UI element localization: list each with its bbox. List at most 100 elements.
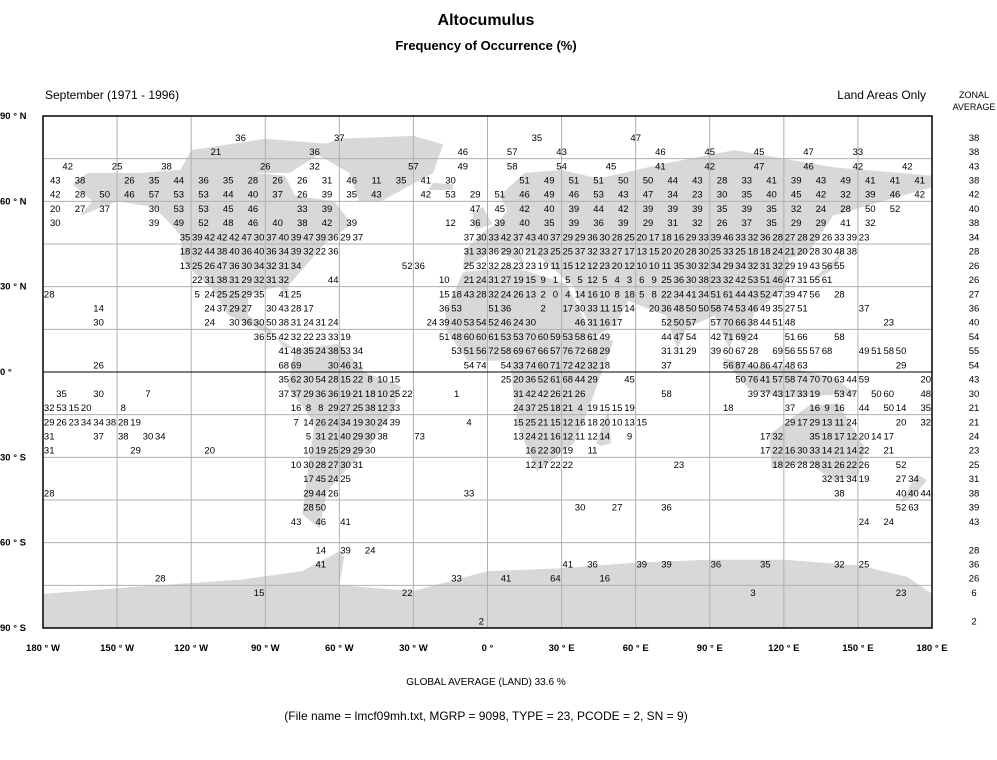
cell-value: 45 — [624, 375, 635, 386]
cell-value: 12 — [587, 275, 598, 286]
cell-value: 29 — [809, 232, 820, 243]
cell-value: 29 — [686, 232, 697, 243]
cell-value: 73 — [414, 432, 425, 443]
cell-value: 41 — [766, 176, 777, 187]
cell-value: 16 — [785, 446, 796, 457]
cell-value: 57 — [711, 318, 722, 329]
cell-value: 15 — [550, 417, 561, 428]
cell-value: 10 — [377, 375, 388, 386]
cell-value: 26 — [550, 389, 561, 400]
cell-value: 40 — [538, 232, 549, 243]
zonal-average-value: 36 — [969, 560, 980, 571]
cell-value: 16 — [809, 403, 820, 414]
cell-value: 27 — [612, 503, 623, 514]
cell-value: 18 — [550, 403, 561, 414]
cell-value: 57 — [686, 318, 697, 329]
cell-value: 54 — [501, 360, 512, 371]
cell-value: 47 — [303, 232, 314, 243]
cell-value: 50 — [316, 503, 327, 514]
cell-value: 47 — [754, 161, 765, 172]
cell-value: 15 — [69, 403, 80, 414]
cell-value: 56 — [476, 346, 487, 357]
cell-value: 41 — [686, 289, 697, 300]
cell-value: 35 — [772, 304, 783, 315]
cell-value: 17 — [834, 432, 845, 443]
cell-value: 37 — [334, 133, 345, 144]
cell-value: 51 — [760, 275, 771, 286]
cell-value: 50 — [266, 318, 277, 329]
cell-value: 12 — [624, 261, 635, 272]
cell-value: 44 — [735, 289, 746, 300]
cell-value: 39 — [865, 190, 876, 201]
cell-value: 33 — [809, 446, 820, 457]
cell-value: 35 — [766, 204, 777, 215]
cell-value: 30 — [303, 375, 314, 386]
cell-value: 18 — [180, 247, 191, 258]
cell-value: 13 — [624, 417, 635, 428]
cell-value: 35 — [717, 204, 728, 215]
cell-value: 30 — [686, 275, 697, 286]
cell-value: 29 — [587, 375, 598, 386]
cell-value: 51 — [439, 332, 450, 343]
cell-value: 41 — [563, 560, 574, 571]
cell-value: 51 — [711, 289, 722, 300]
land-arctic-archipelago — [178, 138, 335, 173]
cell-value: 27 — [328, 460, 339, 471]
cell-value: 18 — [451, 289, 462, 300]
cell-value: 28 — [303, 503, 314, 514]
zonal-average-value: 30 — [969, 389, 980, 400]
cell-value: 36 — [328, 389, 339, 400]
cell-value: 1 — [454, 389, 459, 400]
cell-value: 11 — [575, 432, 585, 443]
zonal-average-value: 34 — [969, 232, 980, 243]
cell-value: 42 — [525, 389, 536, 400]
cell-value: 26 — [124, 176, 135, 187]
cell-value: 32 — [723, 275, 734, 286]
cell-value: 43 — [279, 304, 290, 315]
cell-value: 24 — [884, 517, 895, 528]
cell-value: 42 — [204, 232, 215, 243]
cell-value: 0 — [553, 289, 558, 300]
zonal-average-value: 2 — [971, 616, 976, 627]
cell-value: 16 — [600, 318, 611, 329]
cell-value: 32 — [772, 432, 783, 443]
cell-value: 39 — [192, 232, 203, 243]
cell-value: 31 — [44, 446, 55, 457]
cell-value: 36 — [254, 332, 265, 343]
cell-value: 41 — [865, 176, 876, 187]
cell-value: 39 — [748, 389, 759, 400]
zonal-average-value: 26 — [969, 275, 980, 286]
cell-value: 34 — [667, 190, 678, 201]
cell-value: 29 — [563, 232, 574, 243]
cell-value: 30 — [143, 432, 154, 443]
cell-value: 70 — [809, 375, 820, 386]
cell-value: 16 — [291, 403, 302, 414]
cell-value: 35 — [346, 190, 357, 201]
cell-value: 41 — [316, 560, 327, 571]
cell-value: 8 — [652, 289, 657, 300]
cell-value: 29 — [785, 417, 796, 428]
global-average: GLOBAL AVERAGE (LAND) 33.6 % — [406, 677, 566, 688]
cell-value: 40 — [748, 360, 759, 371]
cell-value: 20 — [921, 375, 932, 386]
longitude-label: 30 ° E — [549, 643, 575, 654]
cell-value: 39 — [346, 218, 357, 229]
cell-value: 17 — [303, 474, 314, 485]
cell-value: 32 — [309, 161, 320, 172]
cell-value: 46 — [340, 360, 351, 371]
cell-value: 45 — [495, 204, 506, 215]
cell-value: 20 — [674, 247, 685, 258]
cell-value: 37 — [550, 232, 561, 243]
cell-value: 35 — [279, 375, 290, 386]
cell-value: 24 — [859, 517, 870, 528]
cell-value: 21 — [834, 446, 845, 457]
cell-value: 31 — [661, 346, 672, 357]
cell-value: 11 — [662, 261, 672, 272]
cell-value: 43 — [748, 289, 759, 300]
cell-value: 14 — [624, 304, 635, 315]
cell-value: 22 — [353, 375, 364, 386]
cell-value: 39 — [637, 560, 648, 571]
latitude-label: 60 ° S — [0, 538, 26, 549]
zonal-average-column: 3838433842403834282626273640545554433021… — [969, 133, 980, 628]
cell-value: 51 — [464, 346, 475, 357]
